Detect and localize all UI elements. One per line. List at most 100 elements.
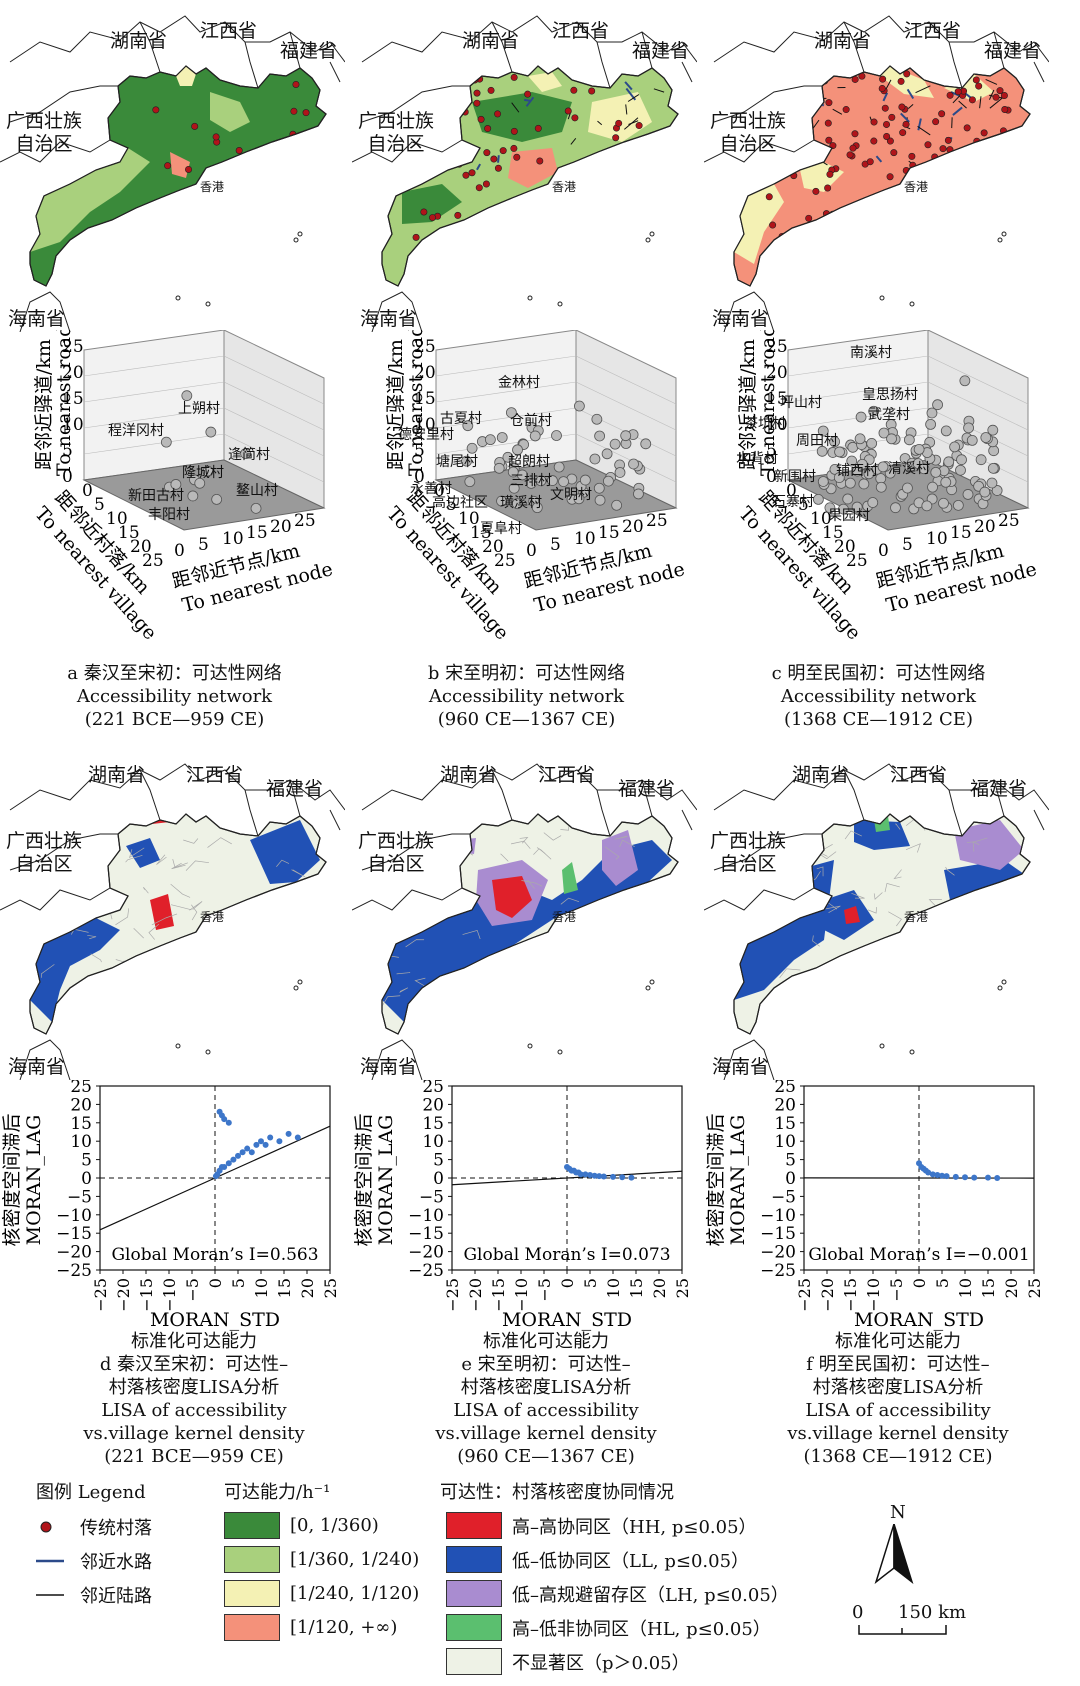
village-point bbox=[903, 70, 911, 78]
plot3d-point bbox=[918, 463, 930, 475]
legend-lisa-lh: 低–高规避留存区（LH, p≤0.05） bbox=[446, 1580, 789, 1607]
guangxi-label-line1: 广西壮族 bbox=[358, 830, 435, 852]
village-point bbox=[629, 191, 637, 199]
scatter-point bbox=[239, 1149, 246, 1156]
village-point bbox=[879, 75, 887, 83]
village-point bbox=[922, 194, 930, 202]
village-point bbox=[975, 82, 983, 90]
guangxi-label-line2: 自治区 bbox=[719, 133, 777, 155]
route-line bbox=[813, 144, 820, 155]
x-tick: 15 bbox=[950, 523, 972, 543]
north-arrow-icon bbox=[874, 1524, 914, 1584]
y-tick: 20 bbox=[482, 537, 504, 557]
x-tick: 0 bbox=[878, 541, 889, 561]
plot3d-point bbox=[959, 375, 971, 387]
plot3d-point bbox=[574, 400, 585, 412]
z-tick: 20 bbox=[766, 363, 788, 383]
scatter-point bbox=[985, 1174, 991, 1181]
scale-label: 150 km bbox=[898, 1602, 967, 1623]
fujian-label: 福建省 bbox=[280, 40, 338, 62]
village-point bbox=[924, 246, 932, 254]
z-tick: 25 bbox=[414, 337, 436, 357]
caption-line: 村落核密度LISA分析 bbox=[460, 1377, 632, 1398]
route-line bbox=[582, 159, 595, 166]
village-label: 高边社区 bbox=[432, 495, 488, 511]
village-point bbox=[883, 120, 891, 128]
village-point bbox=[824, 184, 832, 192]
village-point bbox=[494, 164, 502, 172]
island-mark bbox=[1001, 231, 1007, 237]
island-mark bbox=[297, 979, 303, 985]
plot3d-point bbox=[963, 422, 974, 434]
province-border bbox=[352, 139, 463, 163]
moran-scatter-f: 25 20 15 10 5 0 −5 −10 −15 −20 −25 −25 −20 −15 −10 −5 0 5… bbox=[704, 1080, 1049, 1340]
scatter-point bbox=[925, 1169, 932, 1176]
village-label: 武垄村 bbox=[868, 407, 910, 423]
guangxi-label: 广西壮族 自治区 bbox=[6, 830, 82, 876]
plot3d-point bbox=[921, 500, 933, 512]
y-tick: −10 bbox=[760, 1206, 796, 1226]
scatter-point bbox=[221, 1163, 228, 1170]
route-line bbox=[985, 162, 992, 173]
hongkong-label: 香港 bbox=[904, 910, 929, 924]
accessibility-zone bbox=[944, 74, 994, 102]
route-line bbox=[525, 96, 535, 107]
route-line bbox=[950, 91, 961, 97]
route-line bbox=[952, 106, 963, 116]
plot3d-point bbox=[812, 493, 824, 505]
plot3d-point bbox=[988, 445, 1000, 457]
route-line bbox=[497, 155, 500, 163]
plot3d-point bbox=[614, 467, 626, 478]
x-tick: −20 bbox=[466, 1278, 485, 1312]
route-line bbox=[628, 120, 639, 125]
y-tick: −10 bbox=[408, 1206, 444, 1226]
legend-acc-4: [1/120, +∞) bbox=[224, 1614, 397, 1641]
plot3d-point bbox=[640, 438, 652, 450]
x-axis-label-cn: 标准化可达能力 bbox=[131, 1331, 257, 1352]
x-axis-label-en: MORAN_STD bbox=[854, 1309, 984, 1331]
y-tick: 25 bbox=[774, 1080, 796, 1097]
caption-line: Accessibility network bbox=[428, 686, 625, 707]
x-axis-label-en: MORAN_STD bbox=[150, 1309, 280, 1331]
accessibility-zone bbox=[734, 184, 784, 264]
plot3d-point bbox=[943, 456, 955, 468]
x-tick: 20 bbox=[1002, 1278, 1021, 1298]
plot3d-point bbox=[250, 502, 262, 514]
village-point bbox=[499, 147, 507, 155]
scatter-point bbox=[939, 1172, 945, 1179]
caption-line: a 秦汉至宋初：可达性网络 bbox=[67, 663, 282, 684]
province-border bbox=[843, 769, 865, 821]
village-point bbox=[571, 114, 579, 122]
village-point bbox=[867, 221, 875, 229]
z-tick: 25 bbox=[62, 337, 84, 357]
accessibility-map-a: 湖南省 江西省 福建省 海南省 广西壮族 自治区 香港 bbox=[0, 2, 345, 332]
moran-scatter-e: 25 20 15 10 5 0 −5 −10 −15 −20 −25 −25 −20 −15 −10 −5 0 5… bbox=[352, 1080, 697, 1340]
scatter-point bbox=[235, 1152, 241, 1159]
lisa-cluster bbox=[458, 838, 476, 854]
x-tick: 20 bbox=[974, 517, 996, 537]
village-point bbox=[475, 184, 483, 192]
z-tick: 15 bbox=[62, 389, 84, 409]
legend: 图例 Legend 传统村落 邻近水路 邻近陆路 可达能力/h⁻¹ [0, 1/… bbox=[0, 1478, 1080, 1686]
province-border bbox=[361, 85, 470, 123]
plot3d-point bbox=[462, 420, 474, 432]
village-point bbox=[772, 82, 780, 90]
x-tick: 15 bbox=[246, 523, 268, 543]
village-point bbox=[642, 222, 650, 230]
village-label: 坪山村 bbox=[780, 395, 822, 411]
x-tick: 20 bbox=[270, 517, 292, 537]
plot3d-point bbox=[940, 476, 952, 488]
route-line bbox=[875, 155, 883, 163]
scatter-point bbox=[267, 1134, 274, 1141]
plot3d-point bbox=[579, 474, 591, 486]
y-tick: 15 bbox=[822, 523, 844, 543]
village-point bbox=[534, 124, 542, 132]
lisa-map-e: 湖南省 江西省 福建省 海南省 广西壮族 自治区 香港 bbox=[352, 750, 697, 1080]
y-tick: −25 bbox=[408, 1261, 444, 1281]
village-point bbox=[932, 118, 940, 126]
guangdong-outline bbox=[29, 65, 327, 287]
plot3d-point bbox=[842, 493, 854, 505]
y-tick: 25 bbox=[142, 551, 164, 571]
x-tick: 10 bbox=[222, 529, 244, 549]
y-tick: 5 bbox=[433, 1151, 444, 1171]
